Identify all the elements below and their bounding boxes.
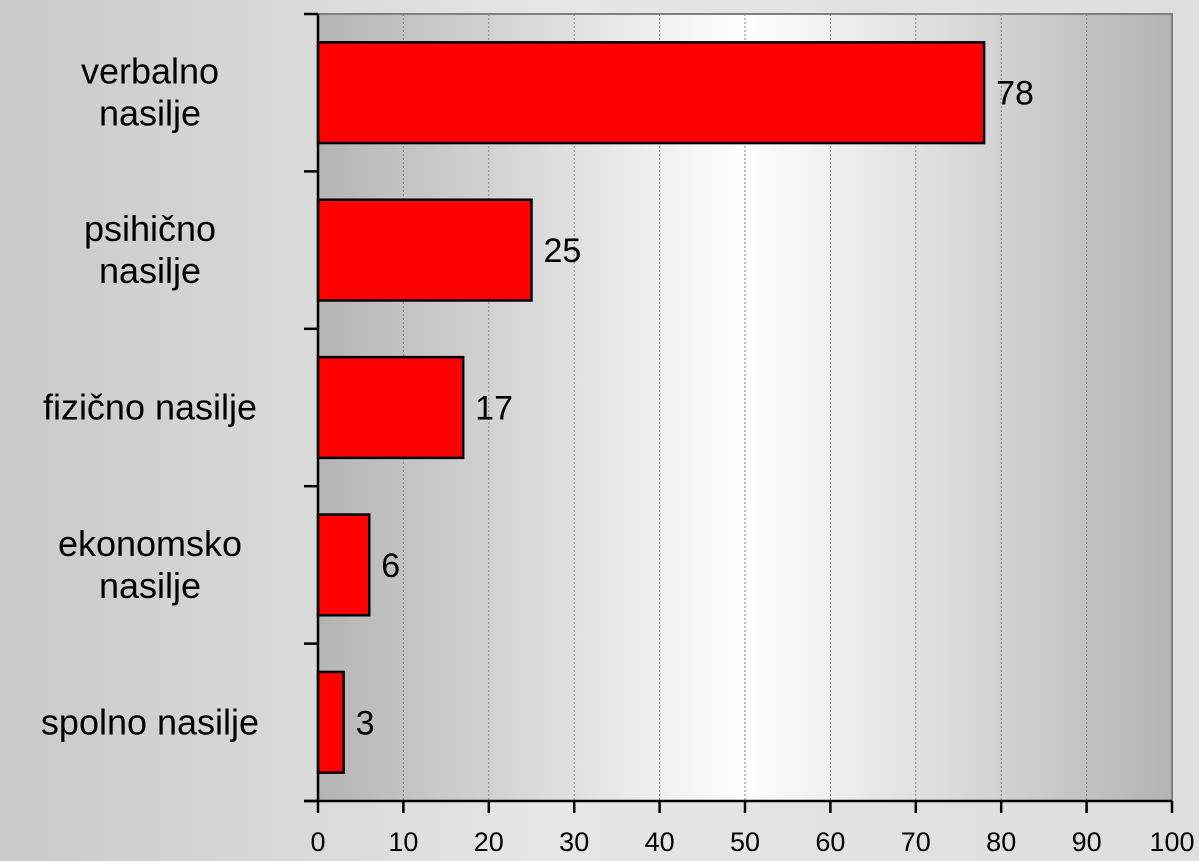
bar-0 bbox=[316, 41, 986, 145]
x-tick-label-100: 100 bbox=[1149, 827, 1194, 857]
data-label-4: 3 bbox=[356, 704, 375, 742]
category-label-0-line-0: verbalno bbox=[81, 51, 219, 92]
category-label-3-line-0: ekonomsko bbox=[58, 523, 242, 564]
x-tick-label-0: 0 bbox=[310, 827, 325, 857]
category-label-1: psihično nasilje bbox=[84, 208, 216, 291]
category-label-2-line-0: fizično nasilje bbox=[43, 387, 257, 428]
data-label-1: 25 bbox=[544, 232, 582, 270]
category-label-0-line-1: nasilje bbox=[99, 93, 201, 134]
x-tick-label-30: 30 bbox=[559, 827, 589, 857]
data-label-0: 78 bbox=[996, 75, 1034, 113]
bar-3 bbox=[316, 513, 371, 617]
bar-4 bbox=[316, 670, 345, 774]
axes bbox=[304, 12, 1174, 813]
bar-2 bbox=[316, 355, 465, 460]
x-tick-label-20: 20 bbox=[474, 827, 504, 857]
data-label-3: 6 bbox=[381, 547, 400, 585]
x-tick-label-80: 80 bbox=[986, 827, 1016, 857]
data-labels: 78 25 17 6 3 bbox=[356, 75, 1034, 743]
category-label-4: spolno nasilje bbox=[41, 701, 259, 742]
x-tick-label-70: 70 bbox=[901, 827, 931, 857]
category-label-1-line-1: nasilje bbox=[99, 250, 201, 291]
x-tick-labels: 0 10 20 30 40 50 60 70 80 90 100 bbox=[310, 827, 1194, 857]
x-tick-label-40: 40 bbox=[645, 827, 675, 857]
category-label-0: verbalno nasilje bbox=[81, 51, 219, 134]
category-label-1-line-0: psihično bbox=[84, 208, 216, 249]
x-tick-label-10: 10 bbox=[388, 827, 418, 857]
category-label-4-line-0: spolno nasilje bbox=[41, 701, 259, 742]
bars bbox=[316, 41, 986, 774]
category-label-3-line-1: nasilje bbox=[99, 565, 201, 606]
x-tick-label-50: 50 bbox=[730, 827, 760, 857]
x-tick-label-90: 90 bbox=[1072, 827, 1102, 857]
category-label-2: fizično nasilje bbox=[43, 387, 257, 428]
x-tick-label-60: 60 bbox=[815, 827, 845, 857]
category-label-3: ekonomsko nasilje bbox=[58, 523, 242, 606]
bar-1 bbox=[316, 198, 533, 302]
data-label-2: 17 bbox=[475, 390, 513, 428]
